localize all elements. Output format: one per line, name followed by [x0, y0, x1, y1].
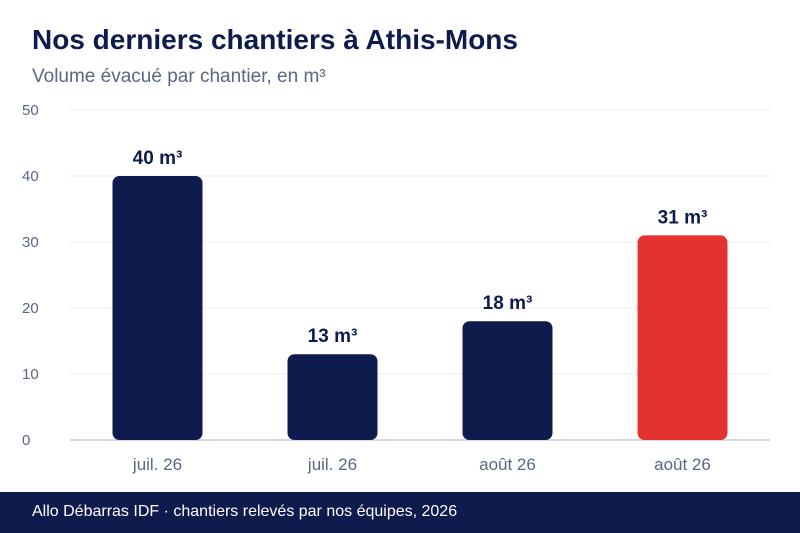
footer-bar: Allo Débarras IDF · chantiers relevés pa… — [0, 492, 800, 533]
bar-chart: 0 10 20 30 40 50 40 m³ 13 m³ 18 m³ 31 m³ juil. 2… — [22, 102, 770, 474]
bars — [112, 176, 728, 440]
y-tick-label: 30 — [22, 234, 39, 251]
bar — [287, 354, 378, 440]
y-tick-label: 50 — [22, 102, 39, 119]
bar-value-label: 13 m³ — [308, 326, 358, 347]
y-tick-label: 0 — [22, 432, 30, 449]
y-tick-label: 10 — [22, 366, 39, 383]
footer-source: Allo Débarras IDF · chantiers relevés pa… — [32, 503, 458, 520]
chart-title: Nos derniers chantiers à Athis-Mons — [32, 24, 518, 55]
x-axis-labels: juil. 26 juil. 26 août 26 août 26 — [132, 455, 711, 474]
bar-value-label: 31 m³ — [658, 207, 708, 228]
chart-subtitle: Volume évacué par chantier, en m³ — [32, 66, 326, 87]
bar-value-label: 18 m³ — [483, 293, 533, 314]
x-category-label: juil. 26 — [132, 455, 182, 474]
y-tick-label: 40 — [22, 168, 39, 185]
bar — [637, 235, 728, 440]
y-tick-label: 20 — [22, 300, 39, 317]
value-labels: 40 m³ 13 m³ 18 m³ 31 m³ — [133, 148, 708, 347]
x-category-label: août 26 — [654, 455, 711, 474]
bar — [112, 176, 203, 440]
x-category-label: août 26 — [479, 455, 536, 474]
bar — [462, 321, 553, 440]
y-axis: 0 10 20 30 40 50 — [22, 102, 770, 449]
x-category-label: juil. 26 — [307, 455, 357, 474]
bar-value-label: 40 m³ — [133, 148, 183, 169]
